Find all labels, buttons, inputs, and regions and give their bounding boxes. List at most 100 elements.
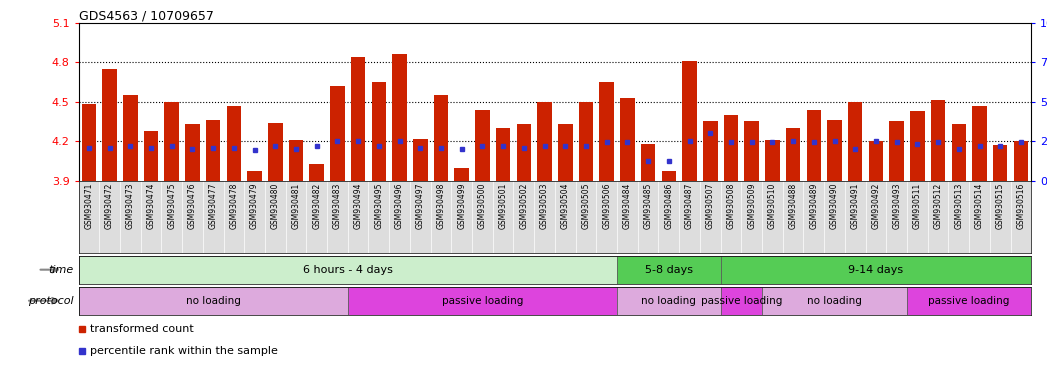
Bar	[454, 167, 469, 181]
Text: GSM930499: GSM930499	[458, 183, 466, 229]
Bar	[558, 124, 573, 181]
Bar	[82, 104, 96, 181]
Text: GSM930509: GSM930509	[748, 183, 756, 229]
Text: GSM930505: GSM930505	[581, 183, 591, 229]
Bar	[372, 82, 386, 181]
Text: GSM930483: GSM930483	[333, 183, 342, 229]
Text: GSM930506: GSM930506	[602, 183, 611, 229]
Text: GSM930475: GSM930475	[168, 183, 176, 229]
Text: GSM930482: GSM930482	[312, 183, 321, 229]
Bar	[765, 140, 780, 181]
Bar	[662, 172, 676, 181]
Text: protocol: protocol	[27, 296, 73, 306]
Text: GSM930479: GSM930479	[250, 183, 259, 229]
Text: GSM930507: GSM930507	[706, 183, 715, 229]
Bar	[993, 145, 1007, 181]
Bar	[348, 287, 617, 314]
Text: no loading: no loading	[185, 296, 241, 306]
Text: GSM930500: GSM930500	[477, 183, 487, 229]
Bar	[413, 139, 427, 181]
Bar	[641, 144, 655, 181]
Text: GSM930484: GSM930484	[623, 183, 632, 229]
Text: GSM930485: GSM930485	[644, 183, 652, 229]
Text: passive loading: passive loading	[929, 296, 1010, 306]
Bar	[723, 115, 738, 181]
Text: GSM930471: GSM930471	[85, 183, 93, 229]
Bar	[683, 61, 697, 181]
Bar	[910, 111, 925, 181]
Text: 9-14 days: 9-14 days	[848, 265, 904, 275]
Text: GSM930494: GSM930494	[354, 183, 362, 229]
Bar	[516, 124, 531, 181]
Text: GSM930481: GSM930481	[291, 183, 300, 229]
Text: GSM930497: GSM930497	[416, 183, 425, 229]
Text: GSM930514: GSM930514	[975, 183, 984, 229]
Text: GSM930512: GSM930512	[934, 183, 942, 229]
Text: GSM930495: GSM930495	[375, 183, 383, 229]
Bar	[1013, 141, 1028, 181]
Bar	[537, 102, 552, 181]
Bar	[907, 287, 1031, 314]
Text: GSM930472: GSM930472	[105, 183, 114, 229]
Bar	[806, 109, 821, 181]
Text: GSM930473: GSM930473	[126, 183, 135, 229]
Text: GSM930502: GSM930502	[519, 183, 529, 229]
Text: GSM930501: GSM930501	[498, 183, 508, 229]
Text: time: time	[48, 265, 73, 275]
Bar	[247, 172, 262, 181]
Bar	[103, 69, 117, 181]
Text: GSM930511: GSM930511	[913, 183, 921, 229]
Text: GSM930508: GSM930508	[727, 183, 735, 229]
Text: GSM930496: GSM930496	[395, 183, 404, 229]
Text: GSM930498: GSM930498	[437, 183, 445, 229]
Bar	[226, 106, 241, 181]
Text: GSM930477: GSM930477	[208, 183, 218, 229]
Bar	[620, 98, 634, 181]
Bar	[973, 106, 986, 181]
Bar	[952, 124, 966, 181]
Bar	[475, 109, 490, 181]
Bar	[786, 128, 800, 181]
Bar	[617, 256, 720, 284]
Text: GSM930493: GSM930493	[892, 183, 901, 229]
Text: GSM930504: GSM930504	[561, 183, 570, 229]
Bar	[744, 121, 759, 181]
Bar	[289, 140, 304, 181]
Bar	[143, 131, 158, 181]
Text: passive loading: passive loading	[700, 296, 782, 306]
Text: percentile rank within the sample: percentile rank within the sample	[90, 346, 279, 356]
Text: 6 hours - 4 days: 6 hours - 4 days	[303, 265, 393, 275]
Bar	[330, 86, 344, 181]
Text: GSM930516: GSM930516	[1017, 183, 1025, 229]
Bar	[703, 121, 717, 181]
Text: GSM930490: GSM930490	[830, 183, 839, 229]
Bar	[393, 54, 407, 181]
Text: GSM930510: GSM930510	[767, 183, 777, 229]
Bar	[124, 95, 137, 181]
Text: no loading: no loading	[807, 296, 862, 306]
Bar	[268, 123, 283, 181]
Text: GSM930515: GSM930515	[996, 183, 1005, 229]
Text: no loading: no loading	[642, 296, 696, 306]
Bar	[617, 287, 720, 314]
Bar	[762, 287, 907, 314]
Text: GSM930476: GSM930476	[188, 183, 197, 229]
Bar	[185, 124, 200, 181]
Bar	[206, 120, 221, 181]
Bar	[310, 164, 324, 181]
Text: GSM930513: GSM930513	[954, 183, 963, 229]
Bar	[579, 102, 594, 181]
Bar	[496, 128, 510, 181]
Text: GSM930478: GSM930478	[229, 183, 239, 229]
Bar	[848, 102, 863, 181]
Bar	[164, 102, 179, 181]
Text: GSM930487: GSM930487	[685, 183, 694, 229]
Text: GSM930491: GSM930491	[851, 183, 860, 229]
Text: GSM930492: GSM930492	[871, 183, 881, 229]
Text: GDS4563 / 10709657: GDS4563 / 10709657	[79, 10, 214, 23]
Text: GSM930489: GSM930489	[809, 183, 819, 229]
Bar	[79, 287, 348, 314]
Bar	[79, 256, 617, 284]
Bar	[931, 100, 945, 181]
Bar	[351, 57, 365, 181]
